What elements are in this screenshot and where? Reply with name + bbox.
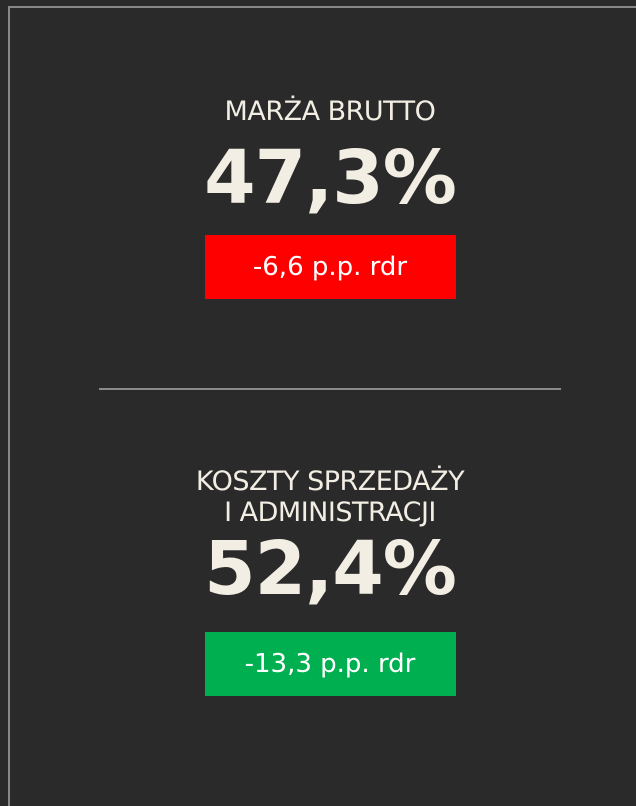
title-line: KOSZTY SPRZEDAŻY bbox=[195, 466, 465, 497]
kpi: MARŻA BRUTTO 47,3% -6,6 p.p. rdr bbox=[0, 96, 636, 299]
kpi-title: KOSZTY SPRZEDAŻY I ADMINISTRACJI bbox=[0, 466, 636, 528]
page: MARŻA BRUTTO 47,3% -6,6 p.p. rdr KOSZTY SP… bbox=[0, 6, 636, 806]
change-badge: -13,3 p.p. rdr bbox=[204, 632, 456, 696]
change-badge: -6,6 p.p. rdr bbox=[204, 235, 456, 299]
kpi-title: MARŻA BRUTTO bbox=[0, 96, 636, 127]
kpi-value: 47,3% bbox=[204, 135, 457, 221]
title-line: I ADMINISTRACJI bbox=[224, 497, 436, 528]
badge-wrap: -13,3 p.p. rdr bbox=[0, 632, 636, 696]
badge-wrap: -6,6 p.p. rdr bbox=[0, 235, 636, 299]
kpi-value: 52,4% bbox=[204, 526, 457, 612]
frame bbox=[8, 6, 636, 806]
title-line: MARŻA BRUTTO bbox=[224, 96, 436, 127]
kpi: KOSZTY SPRZEDAŻY I ADMINISTRACJI 52,4% -13,… bbox=[0, 466, 636, 696]
separator bbox=[99, 388, 561, 390]
